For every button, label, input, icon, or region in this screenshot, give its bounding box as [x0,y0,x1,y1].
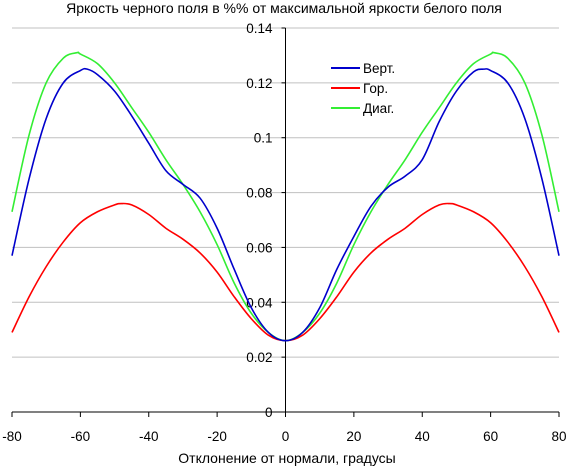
legend-label: Гор. [363,81,388,96]
x-axis-label: Отклонение от нормали, градусы [178,450,395,466]
x-tick-label: 80 [551,429,566,444]
x-tick-label: 60 [483,429,498,444]
y-tick-label: 0.06 [246,240,272,255]
y-tick-label: 0.1 [254,131,273,146]
series-line-0 [11,67,560,342]
legend-label: Диаг. [363,101,394,116]
y-tick-label: 0.08 [246,186,272,201]
y-tick-label: 0.04 [246,295,273,310]
x-tick-label: 0 [282,429,290,444]
x-tick-label: 40 [415,429,430,444]
x-tick-label: -80 [2,429,22,444]
y-tick-label: 0.02 [246,350,272,365]
legend: Верт. Гор. Диаг. [331,61,395,116]
x-tick-label: -40 [139,429,159,444]
series-lines [11,51,560,342]
y-tick-label: 0.12 [246,76,272,91]
x-tick-labels: -80 -60 -40 -20 0 20 40 60 80 [2,429,566,444]
y-tick-label: 0 [265,405,273,420]
y-tick-label: 0.14 [246,21,273,36]
y-tick-labels: 0 0.02 0.04 0.06 0.08 0.1 0.12 0.14 [246,21,273,420]
legend-label: Верт. [363,61,395,76]
x-tick-label: -60 [71,429,91,444]
chart-title: Яркость черного поля в %% от максимально… [66,0,502,16]
x-tick-label: 20 [346,429,361,444]
x-tick-label: -20 [207,429,227,444]
axes [11,27,560,417]
